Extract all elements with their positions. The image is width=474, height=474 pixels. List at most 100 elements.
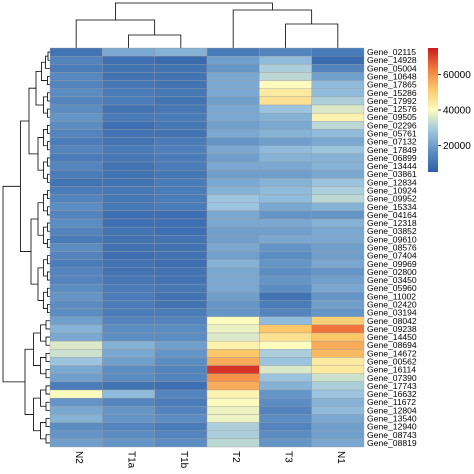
dendrogram-branch bbox=[2, 185, 25, 383]
heatmap-cell bbox=[259, 308, 312, 317]
heatmap-cell bbox=[102, 137, 155, 146]
row-label: Gene_05960 bbox=[367, 283, 417, 293]
heatmap-cell bbox=[102, 324, 155, 334]
heatmap-cell bbox=[206, 161, 260, 171]
heatmap-cell bbox=[259, 381, 312, 391]
heatmap-cell bbox=[154, 145, 208, 155]
dendrogram-branch bbox=[37, 202, 44, 236]
heatmap-cell bbox=[154, 64, 208, 73]
heatmap-cell bbox=[102, 178, 155, 187]
heatmap-cell bbox=[49, 169, 103, 179]
heatmap-cell bbox=[49, 414, 103, 423]
heatmap-cell bbox=[259, 243, 312, 252]
heatmap-cell bbox=[206, 178, 260, 187]
heatmap-cell bbox=[102, 397, 155, 407]
row-label: Gene_09238 bbox=[367, 324, 417, 334]
heatmap-cell bbox=[49, 251, 103, 260]
heatmap-cell bbox=[154, 80, 208, 89]
heatmap-cell bbox=[206, 308, 260, 317]
row-label: Gene_03861 bbox=[367, 169, 417, 179]
heatmap-cell bbox=[311, 218, 365, 228]
heatmap-cell bbox=[49, 243, 103, 252]
heatmap-cell bbox=[154, 153, 208, 163]
column-label: T1a bbox=[126, 451, 137, 469]
heatmap-cell bbox=[206, 292, 260, 301]
heatmap-cell bbox=[102, 235, 155, 244]
dendrogram-branch bbox=[37, 137, 44, 171]
heatmap-cell bbox=[311, 275, 365, 285]
heatmap-cell bbox=[206, 80, 260, 89]
dendrogram-branch bbox=[45, 401, 50, 411]
heatmap-cell bbox=[154, 121, 208, 130]
row-label: Gene_10648 bbox=[367, 72, 417, 82]
heatmap-cell bbox=[49, 235, 103, 244]
heatmap-cell bbox=[259, 153, 312, 163]
dendrogram-branch bbox=[47, 157, 50, 167]
heatmap-cell bbox=[154, 414, 208, 423]
row-label: Gene_03450 bbox=[367, 275, 417, 285]
heatmap-cell bbox=[311, 72, 365, 81]
heatmap-cell bbox=[49, 430, 103, 440]
heatmap-cell bbox=[206, 349, 260, 358]
heatmap-cell bbox=[311, 88, 365, 98]
heatmap-cell bbox=[259, 64, 312, 73]
heatmap-cell bbox=[311, 283, 365, 293]
row-label: Gene_07390 bbox=[367, 373, 417, 383]
heatmap-cell bbox=[102, 218, 155, 228]
row-label: Gene_13444 bbox=[367, 161, 417, 171]
heatmap-cell bbox=[259, 96, 312, 106]
row-label: Gene_03194 bbox=[367, 308, 417, 318]
heatmap-cell bbox=[206, 300, 260, 309]
heatmap-cell bbox=[259, 332, 312, 342]
heatmap-cell bbox=[49, 283, 103, 293]
heatmap-cell bbox=[154, 389, 208, 399]
row-label: Gene_12940 bbox=[367, 422, 417, 432]
heatmap-cell bbox=[154, 373, 208, 383]
row-label: Gene_16632 bbox=[367, 389, 417, 399]
heatmap-cell bbox=[102, 129, 155, 138]
heatmap-cell bbox=[259, 210, 312, 220]
row-label: Gene_17743 bbox=[367, 381, 417, 391]
heatmap-cell bbox=[49, 104, 103, 114]
dendrogram-branch bbox=[45, 369, 50, 379]
heatmap-cell bbox=[259, 406, 312, 415]
heatmap-cell bbox=[154, 292, 208, 301]
dendrogram-branch bbox=[28, 87, 38, 155]
dendrogram-branch bbox=[33, 332, 41, 366]
heatmap-cell bbox=[49, 129, 103, 138]
dendrogram-branch bbox=[47, 206, 50, 216]
heatmap-cell bbox=[102, 96, 155, 106]
heatmap-cell bbox=[102, 55, 155, 65]
row-dendrogram bbox=[2, 51, 50, 444]
heatmap-cell bbox=[102, 251, 155, 260]
row-label: Gene_05004 bbox=[367, 63, 417, 73]
row-label: Gene_03852 bbox=[367, 226, 417, 236]
heatmap-cell bbox=[154, 422, 208, 431]
heatmap-cell bbox=[49, 389, 103, 399]
heatmap-cell bbox=[311, 397, 365, 407]
heatmap-cell bbox=[154, 365, 208, 374]
dendrogram-branch bbox=[47, 141, 50, 151]
heatmap-cell bbox=[311, 210, 365, 220]
heatmap-cell bbox=[259, 104, 312, 114]
heatmap-cell bbox=[102, 243, 155, 252]
heatmap-cell bbox=[206, 210, 260, 220]
heatmap-cell bbox=[311, 349, 365, 358]
row-label: Gene_00562 bbox=[367, 357, 417, 367]
heatmap-cell bbox=[49, 292, 103, 301]
heatmap-cell bbox=[259, 178, 312, 187]
dendrogram-branch bbox=[47, 304, 50, 314]
heatmap-cell bbox=[311, 137, 365, 146]
heatmap-cell bbox=[49, 340, 103, 350]
row-labels: Gene_02115Gene_14928Gene_05004Gene_10648… bbox=[367, 47, 417, 448]
heatmap-cell bbox=[311, 243, 365, 252]
heatmap-cell bbox=[206, 406, 260, 415]
dendrogram-branch bbox=[47, 271, 50, 281]
heatmap-cell bbox=[311, 104, 365, 114]
dendrogram-branch bbox=[43, 291, 48, 309]
heatmap-cell bbox=[49, 96, 103, 106]
heatmap-cell bbox=[259, 55, 312, 65]
dendrogram-branch bbox=[47, 238, 50, 248]
column-label: T2 bbox=[230, 451, 241, 463]
column-label: N1 bbox=[335, 451, 346, 464]
